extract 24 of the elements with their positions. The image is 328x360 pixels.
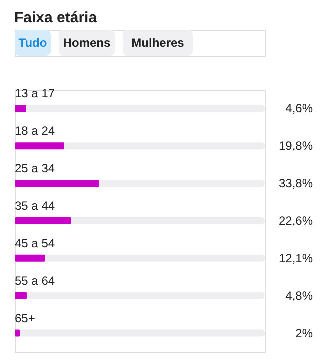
bar	[15, 218, 72, 224]
data-label: 12,1%	[278, 251, 314, 266]
y-tick-label: 45 a 54	[15, 236, 56, 250]
bar	[15, 105, 26, 112]
text: Tudo	[18, 36, 48, 50]
y-tick-label: 18 a 24	[15, 124, 56, 138]
data-label: 2%	[296, 326, 314, 340]
text: Mulheres	[132, 36, 185, 50]
bar	[15, 292, 27, 300]
y-tick-label: 35 a 44	[15, 199, 56, 213]
y-tick-label: 55 a 64	[15, 274, 56, 288]
y-tick-label: 25 a 34	[15, 162, 56, 176]
bar	[15, 254, 46, 262]
data-label: 33,8%	[278, 176, 314, 191]
data-label: 4,8%	[286, 288, 314, 303]
data-label: 4,6%	[286, 102, 314, 116]
y-tick-label: 13 a 17	[15, 86, 56, 101]
text: Homens	[63, 36, 111, 50]
data-label: 19,8%	[278, 139, 314, 154]
data-label: 22,6%	[278, 214, 314, 228]
y-tick-label: 65+	[15, 311, 36, 326]
bar	[15, 330, 20, 337]
chart-title: Faixa etária	[14, 10, 98, 26]
bar	[15, 142, 64, 150]
